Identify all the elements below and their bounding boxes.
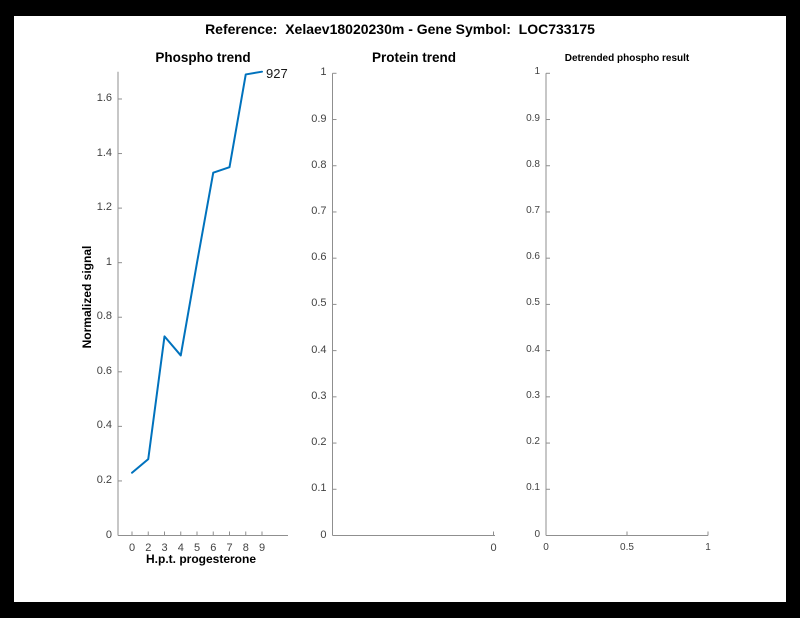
- y-tick-label: 1: [534, 66, 540, 78]
- x-tick-label: 2: [145, 541, 152, 554]
- y-tick-label: 0.9: [526, 112, 540, 124]
- y-tick-label: 0.3: [311, 389, 327, 402]
- y-tick-label: 0.5: [311, 297, 327, 310]
- x-tick-label: 0: [128, 541, 136, 554]
- y-tick-label: 0.5: [526, 297, 540, 309]
- y-tick-label: 0.2: [96, 473, 112, 486]
- line-end-annotation: 927: [266, 66, 288, 81]
- x-tick-label: 4: [177, 541, 184, 554]
- y-tick-label: 0.2: [311, 436, 327, 449]
- x-tick-label: 5: [193, 541, 201, 554]
- y-tick-label: 1.4: [96, 146, 112, 159]
- subplot-title-detrended-phospho: Detrended phospho result: [564, 53, 690, 64]
- x-tick-label: 8: [242, 541, 249, 554]
- subplot-title-protein-trend: Protein trend: [371, 50, 457, 65]
- y-tick-label: 0: [105, 528, 112, 541]
- y-tick-label: 0.6: [96, 364, 112, 377]
- x-tick-label: 7: [226, 541, 233, 554]
- y-tick-label: 0.4: [96, 419, 112, 432]
- y-tick-label: 0: [320, 528, 327, 541]
- x-tick-label: 9: [258, 541, 266, 554]
- x-tick-label: 0: [543, 541, 549, 553]
- y-tick-label: 0.6: [526, 251, 540, 263]
- y-tick-label: 0.8: [96, 310, 112, 323]
- figure-paper: [14, 16, 786, 602]
- y-tick-label: 0.3: [526, 389, 540, 401]
- y-tick-label: 0.1: [311, 482, 327, 495]
- y-tick-label: 0.8: [526, 158, 540, 170]
- y-tick-label: 0.4: [526, 343, 540, 355]
- y-tick-label: 0.2: [526, 436, 540, 448]
- phospho-trend-line: [131, 70, 263, 474]
- y-tick-label: 0.9: [311, 112, 327, 125]
- y-tick-label: 0: [534, 528, 540, 540]
- y-tick-label: 0.1: [526, 482, 540, 494]
- x-axis-label: H.p.t. progesterone: [145, 552, 257, 566]
- y-tick-label: 0.7: [526, 204, 540, 216]
- x-tick-label: 6: [210, 541, 217, 554]
- y-axis-label: Normalized signal: [80, 245, 94, 349]
- x-tick-label: 0: [490, 541, 497, 554]
- y-tick-label: 1: [320, 66, 327, 79]
- subplot-title-phospho-trend: Phospho trend: [155, 50, 251, 65]
- y-tick-label: 0.6: [311, 251, 327, 264]
- y-tick-label: 1: [105, 255, 112, 268]
- y-tick-label: 0.4: [311, 343, 327, 356]
- x-tick-label: 0.5: [620, 541, 634, 553]
- y-tick-label: 0.7: [311, 204, 327, 217]
- x-tick-label: 3: [161, 541, 168, 554]
- x-tick-label: 1: [705, 541, 711, 553]
- y-tick-label: 1.6: [96, 91, 112, 104]
- y-tick-label: 1.2: [96, 201, 112, 214]
- figure-title: Reference: Xelaev18020230m - Gene Symbol…: [205, 21, 595, 37]
- y-tick-label: 0.8: [311, 158, 327, 171]
